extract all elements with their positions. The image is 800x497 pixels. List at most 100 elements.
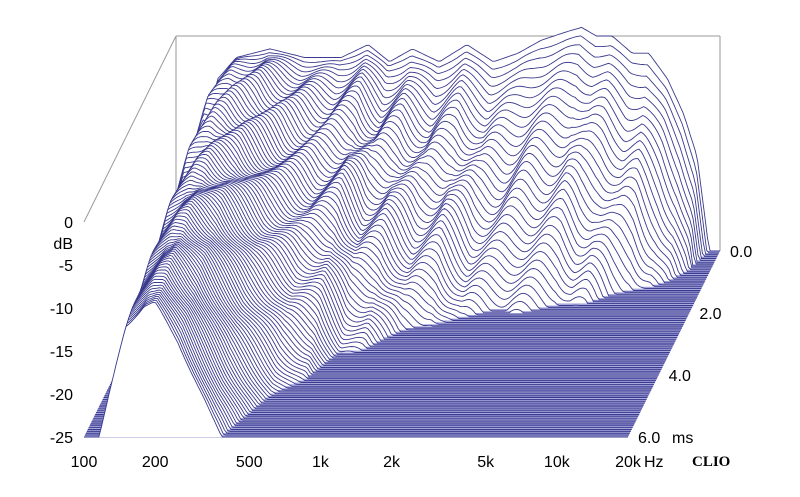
slice-trace	[133, 167, 678, 338]
slice-trace	[112, 225, 657, 380]
slice-trace	[106, 243, 651, 393]
clio-brand-label: CLIO	[692, 454, 730, 470]
slice-trace	[130, 179, 675, 344]
time-tick-label: 0.0	[730, 244, 752, 261]
slice-trace	[116, 212, 661, 372]
slice-trace	[136, 157, 680, 333]
slice-trace	[168, 64, 713, 267]
slice-trace	[105, 245, 650, 395]
frame-front-left-edge	[83, 35, 177, 223]
slice-trace	[124, 192, 669, 355]
slice-trace	[96, 269, 641, 414]
x-tick-label: 20k	[615, 454, 642, 471]
decay-slices	[84, 26, 720, 438]
slice-trace	[134, 163, 679, 336]
slice-trace	[122, 196, 667, 361]
slice-fill	[102, 251, 647, 400]
slice-trace	[148, 125, 694, 306]
back-frame	[83, 35, 721, 251]
slice-trace	[110, 232, 655, 383]
y-tick-label: -20	[50, 387, 73, 404]
slice-trace	[98, 260, 643, 408]
y-tick-label: -5	[59, 258, 73, 275]
slice-trace	[138, 147, 683, 327]
x-tick-label: 5k	[477, 454, 495, 471]
slice-trace	[99, 257, 644, 406]
slice-trace	[108, 240, 653, 389]
slice-trace	[137, 150, 682, 329]
slice-trace	[117, 209, 662, 370]
slice-trace	[119, 203, 664, 367]
time-axis-unit: ms	[672, 430, 693, 447]
slice-trace	[145, 133, 690, 314]
slice-trace	[146, 131, 691, 312]
slice-trace	[141, 141, 686, 321]
slice-trace	[148, 127, 693, 308]
slice-trace	[92, 281, 637, 421]
slice-trace	[163, 78, 707, 278]
slice-trace	[149, 122, 694, 305]
slice-trace	[128, 187, 673, 348]
slice-trace	[111, 229, 656, 382]
slice-trace	[147, 129, 692, 310]
y-tick-label: -10	[50, 301, 73, 318]
slice-trace	[114, 218, 659, 376]
slice-trace	[160, 84, 705, 284]
slice-trace	[87, 293, 632, 430]
slice-trace	[123, 194, 667, 359]
y-tick-label: -15	[50, 344, 73, 361]
time-tick-label: 6.0	[638, 430, 660, 447]
y-tick-label: -25	[50, 430, 73, 447]
y-axis-unit: dB	[53, 236, 73, 253]
slice-trace	[88, 291, 633, 429]
slice-trace	[135, 160, 680, 335]
slice-trace	[173, 44, 719, 256]
slice-trace	[131, 175, 676, 342]
slice-trace	[140, 142, 685, 323]
slice-trace	[132, 171, 677, 340]
slice-trace	[121, 198, 666, 363]
slice-trace	[115, 215, 660, 374]
slice-trace	[84, 299, 629, 436]
slice-trace	[158, 90, 703, 288]
time-tick-label: 4.0	[669, 368, 691, 385]
slice-trace	[163, 76, 708, 276]
slice-trace	[102, 250, 647, 400]
slice-trace	[161, 82, 706, 282]
slice-trace	[175, 26, 720, 252]
slice-trace	[120, 200, 665, 365]
time-axis-ticks: 0.0 2.0 4.0 6.0	[638, 244, 752, 447]
slice-trace	[86, 295, 631, 432]
slice-trace	[129, 184, 674, 346]
slice-trace	[101, 252, 646, 402]
slice-trace	[137, 153, 681, 331]
slice-trace	[103, 248, 648, 398]
x-tick-label: 100	[71, 454, 98, 471]
slice-trace	[104, 246, 649, 397]
slice-trace	[143, 137, 688, 318]
slice-trace	[100, 255, 645, 404]
x-tick-label: 200	[142, 454, 169, 471]
y-axis-ticks: 0 -5 -10 -15 -20 -25	[50, 215, 73, 447]
x-tick-label: 10k	[544, 454, 571, 471]
slice-trace	[157, 93, 702, 290]
slice-trace	[139, 145, 684, 325]
slice-trace	[93, 278, 638, 419]
slice-trace	[91, 284, 636, 423]
slice-trace	[84, 301, 628, 438]
slice-trace	[159, 87, 704, 286]
slice-trace	[167, 66, 712, 269]
time-tick-label: 2.0	[699, 306, 721, 323]
slice-trace	[97, 266, 641, 412]
slice-trace	[89, 289, 634, 427]
x-tick-label: 500	[236, 454, 263, 471]
x-tick-label: 1k	[312, 454, 330, 471]
slice-trace	[118, 206, 663, 368]
slice-trace	[171, 58, 717, 259]
slice-trace	[90, 287, 635, 425]
x-axis-ticks: 100 200 500 1k 2k 5k 10k 20k	[71, 454, 642, 471]
slice-trace	[164, 73, 709, 274]
slice-trace	[174, 35, 720, 254]
slice-trace	[124, 193, 668, 357]
